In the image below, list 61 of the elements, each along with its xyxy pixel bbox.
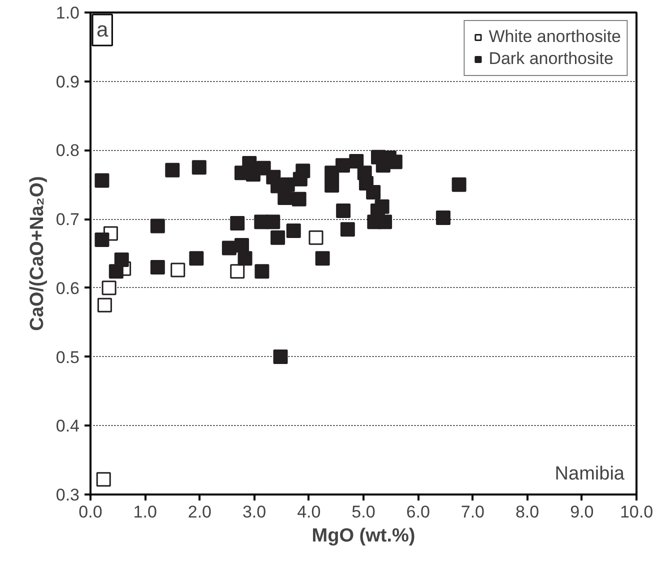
point — [280, 177, 295, 192]
point — [150, 260, 165, 275]
point — [292, 192, 306, 206]
point — [96, 472, 111, 487]
point — [278, 190, 292, 205]
y-tick-label: 0.8 — [56, 141, 80, 160]
point — [292, 172, 308, 186]
x-tick-label: 6.0 — [406, 502, 430, 522]
point — [349, 154, 364, 168]
legend-label: White anorthosite — [488, 27, 621, 47]
y-tick-label: 1.0 — [56, 4, 80, 22]
point — [340, 222, 355, 237]
point — [367, 214, 382, 230]
x-axis-title: MgO (wt.%) — [312, 526, 416, 546]
point — [192, 160, 206, 175]
x-tick-label: 10.0 — [620, 502, 654, 522]
point — [230, 216, 245, 230]
x-tick-label: 5.0 — [352, 502, 376, 522]
point — [436, 210, 450, 225]
x-tick-label: 9.0 — [570, 502, 594, 522]
point — [315, 251, 330, 266]
point — [286, 224, 301, 238]
point — [234, 238, 249, 252]
point — [273, 350, 288, 364]
y-axis-title: CaO/(CaO+Na₂O) — [26, 176, 48, 331]
point — [230, 264, 245, 279]
point — [270, 230, 286, 245]
point — [238, 251, 252, 266]
y-tick-label: 0.3 — [56, 486, 80, 504]
point — [366, 184, 381, 200]
annotation: Namibia — [554, 464, 625, 484]
x-tick-label: 3.0 — [242, 502, 266, 522]
x-tick-label: 7.0 — [460, 502, 485, 522]
x-tick-label: 4.0 — [297, 502, 321, 522]
point — [170, 262, 186, 278]
point — [150, 218, 165, 234]
point — [266, 214, 280, 230]
point — [324, 178, 340, 193]
point — [336, 158, 350, 173]
annotation: a — [96, 18, 108, 42]
point — [94, 232, 110, 247]
point — [452, 177, 466, 192]
point — [336, 204, 351, 218]
point — [165, 162, 180, 178]
point — [308, 230, 324, 245]
point — [254, 264, 270, 279]
x-tick-label: 8.0 — [515, 502, 540, 522]
x-tick-label: 2.0 — [188, 502, 212, 522]
point — [94, 173, 110, 188]
x-tick-label: 1.0 — [133, 502, 157, 522]
legend-label: Dark anorthosite — [488, 49, 614, 69]
y-tick-label: 0.9 — [56, 72, 80, 92]
y-tick-label: 0.5 — [56, 348, 80, 367]
x-tick-label: 0.0 — [78, 502, 102, 522]
point — [102, 280, 116, 296]
point — [108, 264, 124, 279]
y-tick-label: 0.4 — [56, 416, 80, 436]
y-tick-label: 0.7 — [56, 210, 80, 230]
point — [97, 298, 112, 312]
y-tick-label: 0.6 — [56, 278, 80, 298]
point — [189, 251, 204, 266]
